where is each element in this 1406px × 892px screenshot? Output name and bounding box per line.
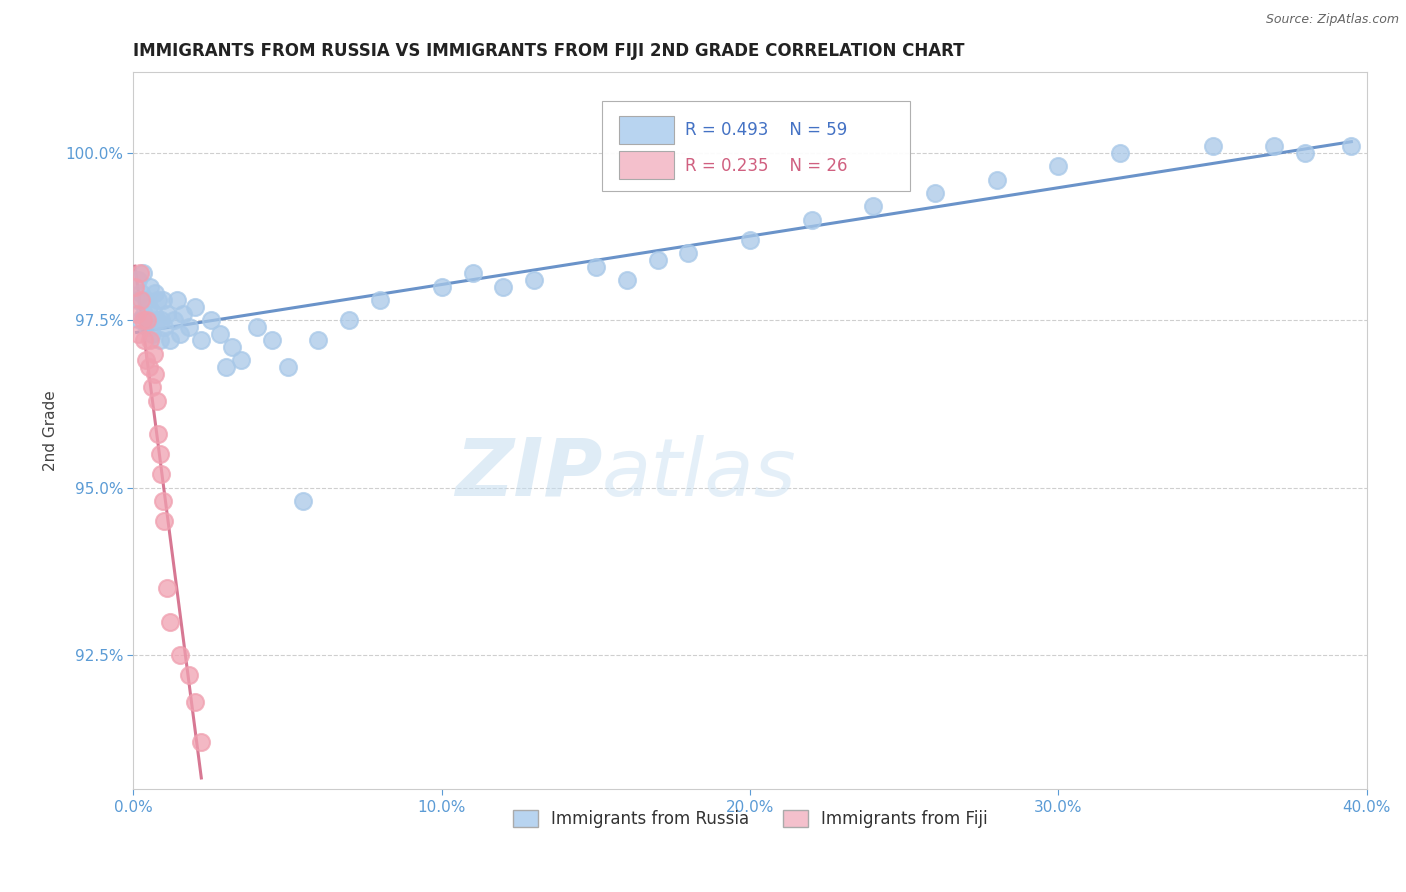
Point	[149, 447, 172, 461]
Point	[231, 353, 253, 368]
Point	[150, 313, 173, 327]
Point	[124, 280, 146, 294]
Point	[143, 286, 166, 301]
Text: IMMIGRANTS FROM RUSSIA VS IMMIGRANTS FROM FIJI 2ND GRADE CORRELATION CHART: IMMIGRANTS FROM RUSSIA VS IMMIGRANTS FRO…	[134, 42, 965, 60]
Legend: Immigrants from Russia, Immigrants from Fiji: Immigrants from Russia, Immigrants from …	[506, 803, 994, 835]
Point	[146, 293, 169, 308]
Text: R = 0.235    N = 26: R = 0.235 N = 26	[685, 157, 848, 175]
Point	[152, 494, 174, 508]
Point	[1047, 159, 1070, 173]
Point	[1340, 139, 1362, 153]
Point	[139, 334, 162, 348]
Point	[184, 695, 207, 709]
Point	[308, 334, 330, 348]
Point	[142, 307, 165, 321]
Text: ZIP: ZIP	[454, 434, 602, 513]
Point	[128, 313, 150, 327]
Point	[149, 334, 172, 348]
Point	[159, 615, 181, 629]
Point	[128, 266, 150, 280]
Point	[127, 326, 149, 341]
Point	[152, 293, 174, 308]
Point	[1201, 139, 1223, 153]
Point	[153, 514, 176, 528]
Point	[141, 380, 163, 394]
Text: Source: ZipAtlas.com: Source: ZipAtlas.com	[1265, 13, 1399, 27]
Point	[262, 334, 284, 348]
Point	[150, 467, 173, 482]
FancyBboxPatch shape	[620, 151, 673, 178]
Point	[132, 313, 155, 327]
Point	[169, 648, 191, 663]
Point	[127, 273, 149, 287]
Point	[292, 494, 315, 508]
Point	[135, 293, 157, 308]
Point	[246, 320, 269, 334]
Point	[430, 280, 453, 294]
Point	[125, 307, 148, 321]
Point	[146, 427, 169, 442]
Point	[368, 293, 391, 308]
Point	[142, 347, 165, 361]
Point	[138, 360, 160, 375]
Point	[129, 286, 152, 301]
Point	[523, 273, 546, 287]
Point	[492, 280, 515, 294]
Point	[136, 320, 159, 334]
FancyBboxPatch shape	[620, 116, 673, 145]
Y-axis label: 2nd Grade: 2nd Grade	[44, 391, 58, 471]
Point	[125, 293, 148, 308]
Point	[177, 668, 200, 682]
Point	[986, 172, 1008, 186]
Point	[800, 212, 823, 227]
Point	[145, 393, 167, 408]
Point	[138, 300, 160, 314]
Point	[924, 186, 946, 200]
Point	[184, 300, 207, 314]
Point	[162, 313, 184, 327]
Point	[1294, 145, 1316, 160]
FancyBboxPatch shape	[602, 101, 911, 191]
Point	[141, 326, 163, 341]
Point	[166, 293, 188, 308]
Point	[1263, 139, 1285, 153]
Point	[585, 260, 607, 274]
Point	[190, 334, 212, 348]
Point	[172, 307, 194, 321]
Point	[136, 313, 159, 327]
Point	[190, 735, 212, 749]
Point	[678, 246, 700, 260]
Point	[159, 334, 181, 348]
Point	[145, 313, 167, 327]
Point	[135, 353, 157, 368]
Point	[169, 326, 191, 341]
Point	[177, 320, 200, 334]
Point	[200, 313, 222, 327]
Point	[132, 266, 155, 280]
Point	[134, 307, 156, 321]
Point	[153, 320, 176, 334]
Point	[156, 581, 179, 595]
Text: atlas: atlas	[602, 434, 797, 513]
Point	[143, 367, 166, 381]
Point	[139, 280, 162, 294]
Point	[221, 340, 243, 354]
Point	[277, 360, 299, 375]
Point	[647, 252, 669, 267]
Point	[337, 313, 360, 327]
Point	[129, 293, 152, 308]
Point	[461, 266, 484, 280]
Point	[134, 334, 156, 348]
Point	[862, 199, 884, 213]
Point	[215, 360, 238, 375]
Point	[1109, 145, 1132, 160]
Point	[156, 307, 179, 321]
Point	[616, 273, 638, 287]
Text: R = 0.493    N = 59: R = 0.493 N = 59	[685, 121, 846, 139]
Point	[740, 233, 762, 247]
Point	[208, 326, 231, 341]
